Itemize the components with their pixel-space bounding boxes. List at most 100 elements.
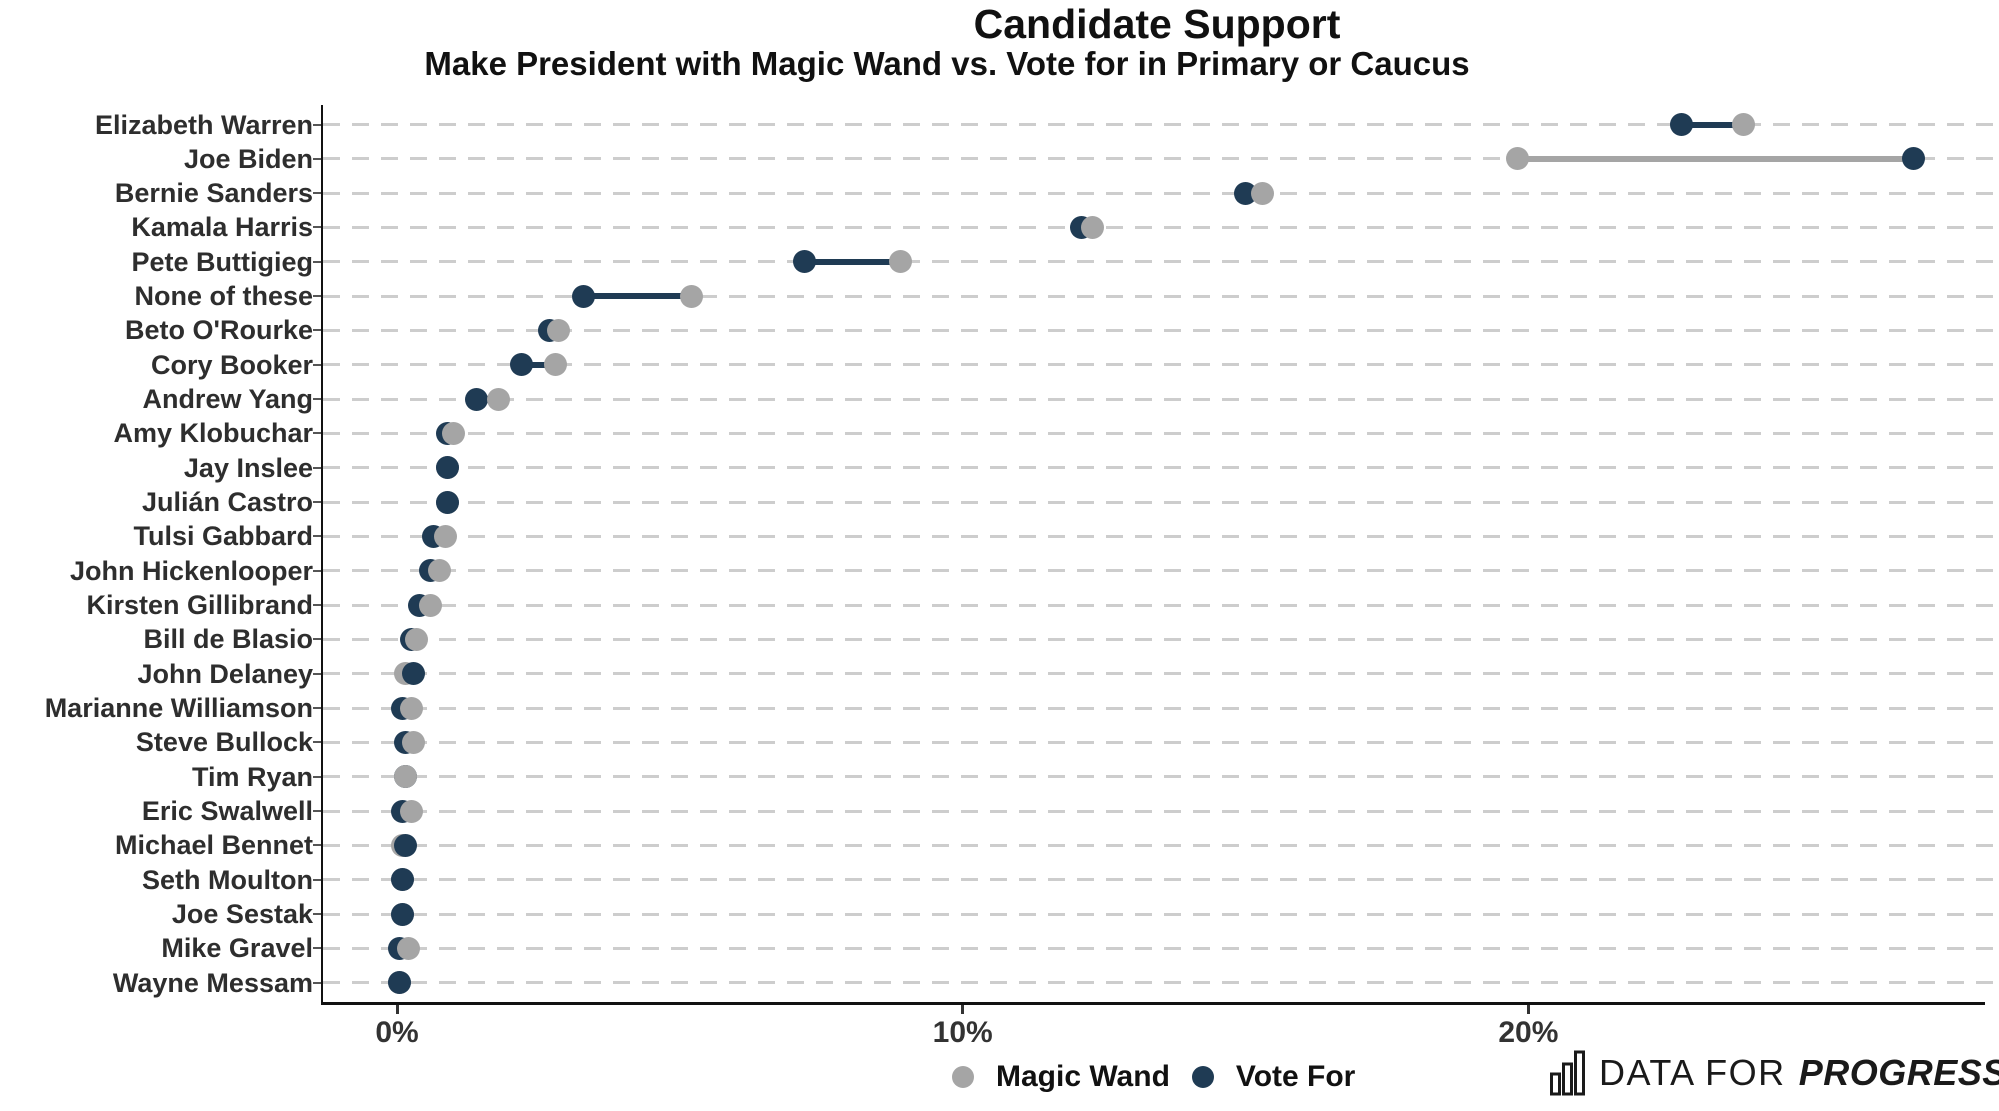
category-label: Jay Inslee xyxy=(183,452,313,483)
vote-for-dot xyxy=(792,250,816,274)
row-gridline xyxy=(323,466,1999,470)
vote-for-legend-dot-icon xyxy=(1191,1066,1214,1088)
vote-for-dot xyxy=(391,902,415,926)
dumbbell-connector xyxy=(1681,121,1744,128)
category-label: Elizabeth Warren xyxy=(94,109,313,140)
magic-wand-dot xyxy=(888,250,912,274)
magic-wand-dot xyxy=(396,936,420,960)
y-axis-tick xyxy=(313,672,322,675)
magic-wand-dot xyxy=(433,524,457,548)
category-label: Wayne Messam xyxy=(112,967,313,998)
legend-label-magic-wand: Magic Wand xyxy=(996,1060,1170,1093)
magic-wand-dot xyxy=(487,387,511,411)
dfp-data-for-text: DATA FOR xyxy=(1599,1052,1786,1093)
legend-item-vote-for: Vote For xyxy=(1191,1060,1355,1094)
y-axis-tick xyxy=(313,878,322,881)
row-gridline xyxy=(323,706,1999,710)
row-gridline xyxy=(323,123,1999,126)
bar-chart-icon xyxy=(1550,1050,1585,1096)
x-axis-tick xyxy=(395,1005,399,1014)
magic-wand-dot xyxy=(442,421,466,445)
y-axis-line xyxy=(321,105,323,1003)
category-label: John Delaney xyxy=(137,658,313,689)
y-axis-tick xyxy=(313,466,322,469)
legend: Magic Wand Vote For xyxy=(952,1060,1355,1094)
chart-subtitle: Make President with Magic Wand vs. Vote … xyxy=(424,45,1470,82)
category-label: Steve Bullock xyxy=(135,727,313,758)
y-axis-tick xyxy=(313,501,322,504)
row-gridline xyxy=(323,912,1999,916)
category-label: Mike Gravel xyxy=(161,933,313,964)
y-axis-tick xyxy=(313,741,322,744)
row-gridline xyxy=(323,431,1999,435)
row-gridline xyxy=(323,603,1999,607)
row-gridline xyxy=(323,740,1999,744)
y-axis-tick xyxy=(313,329,322,332)
magic-wand-dot xyxy=(543,353,567,377)
category-label: Michael Bennet xyxy=(114,830,313,861)
magic-wand-dot xyxy=(1081,215,1105,239)
y-axis-tick xyxy=(313,123,322,126)
category-label: Joe Sestak xyxy=(171,899,313,930)
vote-for-dot xyxy=(1669,113,1693,136)
category-label: Tulsi Gabbard xyxy=(133,521,313,552)
y-axis-tick xyxy=(313,569,322,572)
y-axis-tick xyxy=(313,295,322,298)
x-tick-label: 0% xyxy=(375,1016,419,1049)
dumbbell-connector xyxy=(521,361,556,368)
category-label: John Hickenlooper xyxy=(69,555,313,586)
x-tick-label: 10% xyxy=(932,1016,993,1049)
magic-wand-dot xyxy=(399,799,423,823)
category-label: Eric Swalwell xyxy=(141,796,313,827)
y-axis-tick xyxy=(313,363,322,366)
x-tick-label: 20% xyxy=(1498,1016,1559,1049)
y-axis-tick xyxy=(313,947,322,950)
vote-for-dot xyxy=(1901,147,1925,171)
magic-wand-dot xyxy=(399,696,423,720)
magic-wand-dot xyxy=(427,559,451,583)
vote-for-dot xyxy=(402,662,426,686)
row-gridline xyxy=(323,809,1999,813)
row-gridline xyxy=(323,981,1999,985)
y-axis-tick xyxy=(313,844,322,847)
y-axis-tick xyxy=(313,535,322,538)
category-label: Pete Buttigieg xyxy=(131,246,313,277)
magic-wand-dot xyxy=(1251,181,1275,205)
vote-for-dot xyxy=(509,353,533,377)
row-gridline xyxy=(323,225,1999,229)
y-axis-tick xyxy=(313,260,322,263)
row-gridline xyxy=(323,946,1999,950)
dfp-progress-text: PROGRESS xyxy=(1798,1052,1999,1093)
row-gridline xyxy=(323,775,1999,779)
vote-for-dot xyxy=(436,456,460,480)
row-gridline xyxy=(323,637,1999,641)
category-label: Amy Klobuchar xyxy=(113,418,313,449)
category-label: Andrew Yang xyxy=(142,384,313,415)
vote-for-dot xyxy=(572,284,596,308)
row-gridline xyxy=(323,672,1999,676)
category-label: Kirsten Gillibrand xyxy=(86,590,313,621)
y-axis-tick xyxy=(313,398,322,401)
y-axis-tick xyxy=(313,913,322,916)
row-gridline xyxy=(323,328,1999,332)
magic-wand-dot xyxy=(1731,113,1755,136)
magic-wand-dot xyxy=(546,318,570,342)
row-gridline xyxy=(323,157,1999,161)
category-label: Seth Moulton xyxy=(142,864,313,895)
y-axis-tick xyxy=(313,604,322,607)
category-label: Cory Booker xyxy=(150,349,313,380)
vote-for-dot xyxy=(464,387,488,411)
row-gridline xyxy=(323,569,1999,573)
vote-for-dot xyxy=(388,971,412,995)
category-label: Marianne Williamson xyxy=(44,693,313,724)
row-gridline xyxy=(323,500,1999,504)
row-gridline xyxy=(323,363,1999,367)
y-axis-tick xyxy=(313,157,322,160)
category-label: Joe Biden xyxy=(183,143,313,174)
category-label: Bernie Sanders xyxy=(114,178,313,209)
y-axis-tick xyxy=(313,981,322,984)
row-gridline xyxy=(323,260,1999,264)
category-label: Julián Castro xyxy=(141,487,313,518)
